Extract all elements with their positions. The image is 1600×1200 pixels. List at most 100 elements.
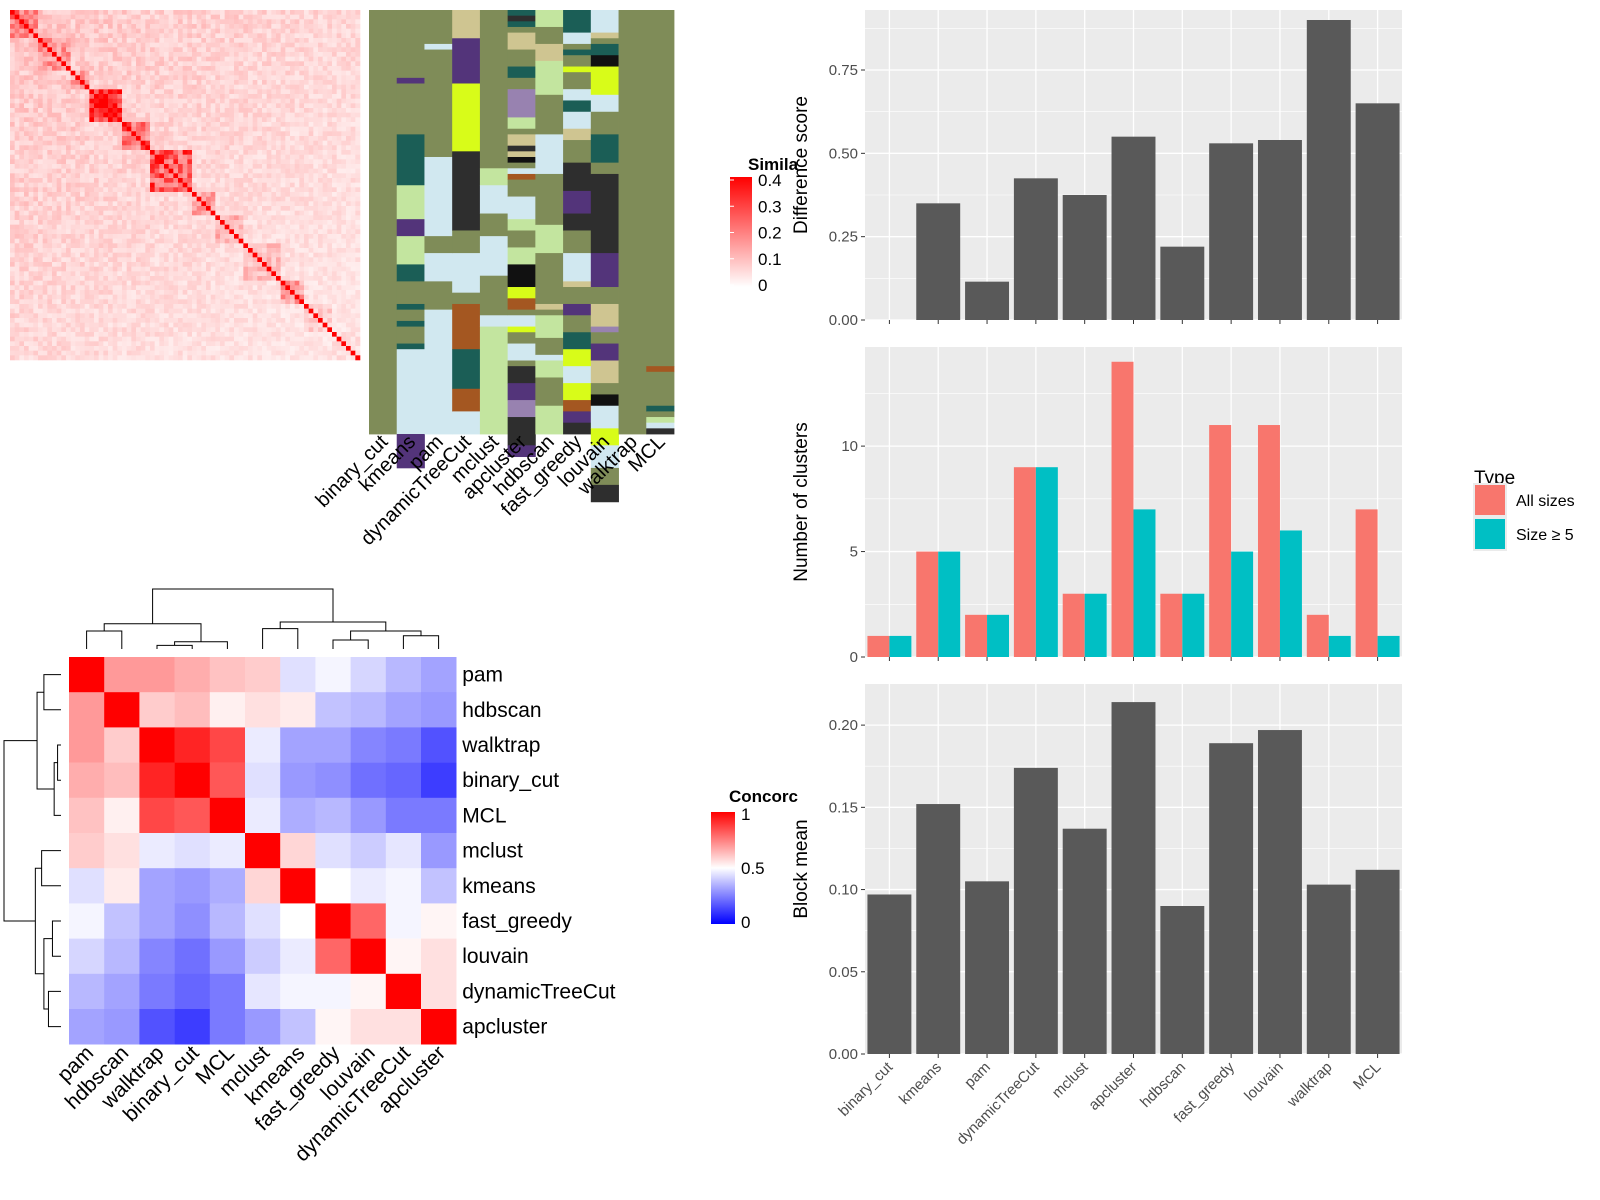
similarity-cell [168,271,174,277]
similarity-cell [192,66,197,71]
similarity-cell [238,224,244,230]
similarity-cell [280,84,286,90]
similarity-cell [294,271,300,277]
similarity-cell [117,52,123,57]
similarity-cell [28,150,34,155]
similarity-cell [308,103,314,109]
similarity-cell [52,47,57,53]
similarity-cell [248,257,253,263]
similarity-cell [276,75,281,81]
similarity-cell [201,299,207,305]
similarity-cell [154,14,160,20]
similarity-cell [285,178,291,183]
similarity-cell [262,52,267,57]
similarity-cell [154,168,160,174]
similarity-cell [276,140,281,146]
similarity-cell [313,70,319,76]
similarity-cell [313,192,319,197]
similarity-cell [332,285,337,291]
similarity-cell [313,229,319,235]
similarity-cell [19,276,25,281]
similarity-cell [42,210,48,216]
similarity-cell [154,299,160,305]
similarity-cell [313,285,319,291]
similarity-cell [318,294,323,300]
similarity-cell [336,52,342,57]
similarity-cell [285,19,291,25]
similarity-cell [173,150,179,155]
similarity-cell [108,126,113,132]
similarity-cell [178,56,183,62]
similarity-cell [285,299,291,305]
similarity-cell [201,47,207,53]
similarity-cell [355,140,361,146]
similarity-cell [206,38,211,43]
similarity-cell [159,75,165,81]
similarity-cell [42,271,48,277]
similarity-cell [304,117,309,123]
similarity-cell [145,103,151,109]
similarity-cell [322,229,328,235]
similarity-cell [276,248,281,253]
similarity-cell [215,290,221,295]
similarity-cell [33,290,39,295]
similarity-cell [182,187,188,193]
similarity-cell [266,10,272,15]
similarity-cell [238,75,244,81]
similarity-cell [350,80,356,85]
similarity-cell [327,33,333,39]
similarity-cell [168,38,174,43]
similarity-cell [280,42,286,48]
similarity-cell [14,285,20,291]
similarity-cell [262,33,267,39]
similarity-cell [61,294,67,300]
similarity-cell [61,159,67,165]
similarity-cell [266,220,272,225]
similarity-cell [304,173,309,179]
similarity-cell [215,136,221,141]
similarity-cell [322,122,328,127]
similarity-cell [24,280,29,286]
similarity-cell [206,136,211,141]
similarity-cell [220,304,225,309]
similarity-cell [164,229,169,235]
similarity-cell [131,75,137,81]
similarity-cell [178,19,183,25]
similarity-cell [108,252,113,258]
similarity-cell [75,14,81,20]
similarity-cell [332,308,337,314]
similarity-cell [38,318,43,323]
similarity-cell [252,61,258,67]
similarity-cell [159,318,165,323]
similarity-cell [126,159,132,165]
similarity-cell [276,33,281,39]
similarity-cell [131,229,137,235]
similarity-cell [66,145,71,151]
similarity-cell [154,257,160,263]
similarity-cell [224,10,230,15]
similarity-cell [299,206,305,211]
similarity-cell [112,150,118,155]
similarity-cell [350,182,356,188]
similarity-cell [234,262,239,267]
similarity-cell [56,150,62,155]
similarity-cell [19,145,25,151]
similarity-cell [234,52,239,57]
similarity-cell [140,70,146,76]
similarity-cell [131,28,137,34]
similarity-cell [112,38,118,43]
similarity-cell [229,84,235,90]
similarity-cell [145,108,151,113]
similarity-cell [266,252,272,258]
similarity-cell [341,178,347,183]
similarity-cell [38,89,43,95]
similarity-cell [38,271,43,277]
similarity-cell [206,187,211,193]
similarity-cell [322,80,328,85]
similarity-cell [126,257,132,263]
similarity-cell [224,38,230,43]
similarity-cell [238,234,244,239]
similarity-cell [10,94,15,99]
similarity-cell [257,196,263,202]
similarity-cell [313,313,319,319]
